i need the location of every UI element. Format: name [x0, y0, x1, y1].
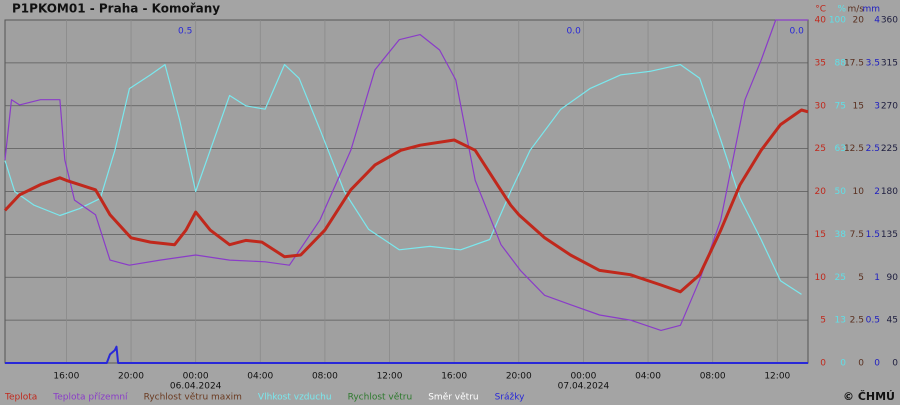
x-tick-label: 16:00 — [441, 372, 467, 382]
x-tick-label: 08:00 — [700, 372, 726, 382]
credit: © ČHMÚ — [843, 390, 895, 403]
y-tick-label: 20 — [853, 16, 865, 26]
y-tick-label: 315 — [881, 58, 898, 68]
series-line — [4, 19, 808, 331]
y-tick-label: 20 — [815, 187, 827, 197]
series-line — [3, 108, 809, 294]
axis-unit: m/s — [848, 5, 865, 15]
x-tick-label: 12:00 — [377, 372, 403, 382]
x-tick-label: 00:00 — [183, 372, 209, 382]
y-tick-label: 5 — [858, 273, 864, 283]
y-tick-label: 15 — [853, 101, 864, 111]
y-tick-label: 45 — [887, 316, 898, 326]
precip-sum: 0.5 — [178, 27, 192, 37]
y-tick-label: 0 — [820, 359, 826, 369]
y-tick-label: 30 — [815, 101, 827, 111]
y-tick-label: 3.5 — [866, 58, 880, 68]
y-tick-label: 100 — [829, 16, 846, 26]
y-tick-label: 25 — [835, 273, 846, 283]
y-tick-label: 25 — [815, 144, 826, 154]
y-tick-label: 360 — [881, 16, 898, 26]
y-tick-label: 3 — [874, 101, 880, 111]
x-tick-label: 20:00 — [506, 372, 532, 382]
x-tick-label: 04:00 — [247, 372, 273, 382]
y-tick-label: 12.5 — [844, 144, 864, 154]
y-tick-label: 35 — [815, 58, 826, 68]
y-tick-label: 17.5 — [844, 58, 864, 68]
date-label: 07.04.2024 — [558, 382, 610, 392]
y-tick-label: 135 — [881, 230, 898, 240]
y-tick-label: 0.5 — [866, 316, 880, 326]
axis-unit: °C — [815, 5, 826, 15]
y-tick-label: 13 — [835, 316, 846, 326]
y-tick-label: 40 — [815, 16, 827, 26]
y-tick-label: 180 — [881, 187, 898, 197]
y-tick-label: 5 — [820, 316, 826, 326]
legend-entry: Teplota přízemní — [52, 393, 128, 403]
y-tick-label: 2.5 — [866, 144, 880, 154]
y-tick-label: 10 — [853, 187, 865, 197]
series-line — [5, 345, 808, 364]
legend-entry: Směr větru — [428, 393, 478, 403]
y-tick-label: 225 — [881, 144, 898, 154]
precip-sum: 0.0 — [567, 27, 582, 37]
y-tick-label: 38 — [835, 230, 847, 240]
y-tick-label: 7.5 — [850, 230, 864, 240]
legend-entry: Vlhkost vzduchu — [258, 393, 332, 403]
x-tick-label: 08:00 — [312, 372, 338, 382]
x-tick-label: 16:00 — [53, 372, 79, 382]
y-tick-label: 50 — [835, 187, 847, 197]
y-tick-label: 0 — [858, 359, 864, 369]
y-tick-label: 10 — [815, 273, 827, 283]
x-tick-label: 00:00 — [570, 372, 596, 382]
y-tick-label: 15 — [815, 230, 826, 240]
series-line — [4, 63, 802, 295]
y-tick-label: 270 — [881, 101, 898, 111]
legend-entry: Srážky — [495, 393, 526, 403]
chart-title: P1PKOM01 - Praha - Komořany — [12, 2, 220, 16]
y-tick-label: 63 — [835, 144, 846, 154]
legend-entry: Rychlost větru maxim — [144, 393, 242, 403]
y-tick-label: 90 — [887, 273, 899, 283]
legend-entry: Rychlost větru — [348, 393, 413, 403]
legend-entry: Teplota — [4, 393, 37, 403]
y-tick-label: 88 — [835, 58, 847, 68]
y-tick-label: 1.5 — [866, 230, 880, 240]
y-tick-label: 0 — [892, 359, 898, 369]
x-tick-label: 20:00 — [118, 372, 144, 382]
y-tick-label: 75 — [835, 101, 846, 111]
date-label: 06.04.2024 — [170, 382, 222, 392]
x-tick-label: 04:00 — [635, 372, 661, 382]
y-tick-label: 0 — [840, 359, 846, 369]
y-tick-label: 2.5 — [850, 316, 864, 326]
axis-unit: % — [837, 5, 846, 15]
y-tick-label: 1 — [874, 273, 880, 283]
y-tick-label: 2 — [874, 187, 880, 197]
y-tick-label: 0 — [874, 359, 880, 369]
y-tick-label: 4 — [874, 16, 880, 26]
precip-sum: 0.0 — [790, 27, 805, 37]
x-tick-label: 12:00 — [764, 372, 790, 382]
axis-unit: mm — [862, 5, 880, 15]
